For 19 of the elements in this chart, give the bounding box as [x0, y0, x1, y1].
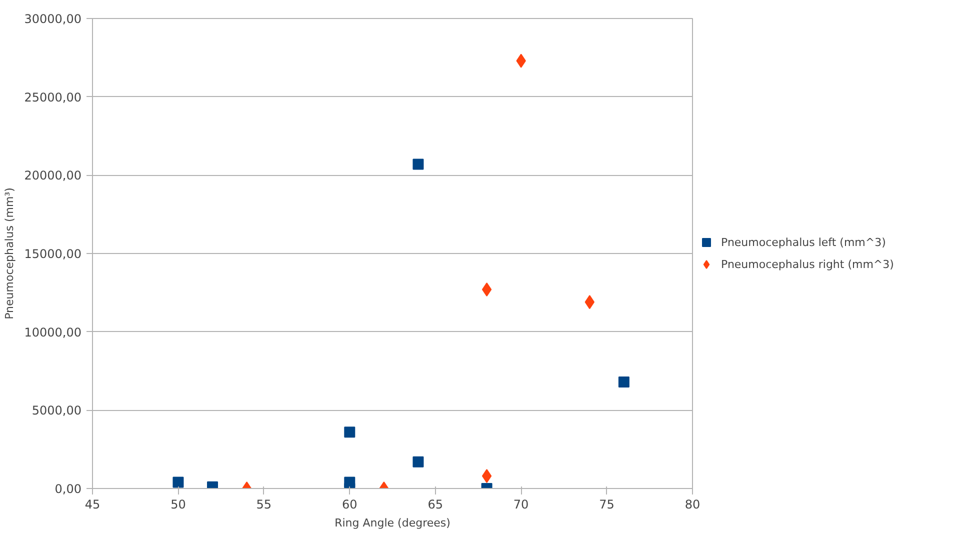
- x-tick-label: 65: [428, 498, 444, 512]
- y-tick-label: 20000,00: [24, 168, 82, 183]
- y-tick-label: 0,00: [54, 482, 82, 496]
- y-tick-label: 5000,00: [32, 404, 82, 418]
- x-tick-label: 60: [342, 498, 358, 512]
- y-tick-label: 15000,00: [24, 247, 82, 261]
- y-tick-label: 30000,00: [24, 12, 82, 26]
- y-tick-label: 10000,00: [24, 325, 82, 340]
- legend-label: Pneumocephalus left (mm^3): [721, 236, 886, 248]
- x-tick-label: 55: [256, 498, 272, 512]
- x-tick-label: 75: [599, 498, 614, 512]
- legend-label: Pneumocephalus right (mm^3): [721, 258, 894, 270]
- x-axis-title: Ring Angle (degrees): [334, 516, 450, 530]
- y-axis-title: Pneumocephalus (mm³): [3, 188, 16, 320]
- x-tick-label: 70: [513, 498, 529, 512]
- x-tick-label: 50: [170, 498, 186, 512]
- y-tick-label: 25000,00: [24, 90, 82, 104]
- x-tick-label: 80: [684, 498, 700, 512]
- x-tick-label: 45: [84, 498, 100, 512]
